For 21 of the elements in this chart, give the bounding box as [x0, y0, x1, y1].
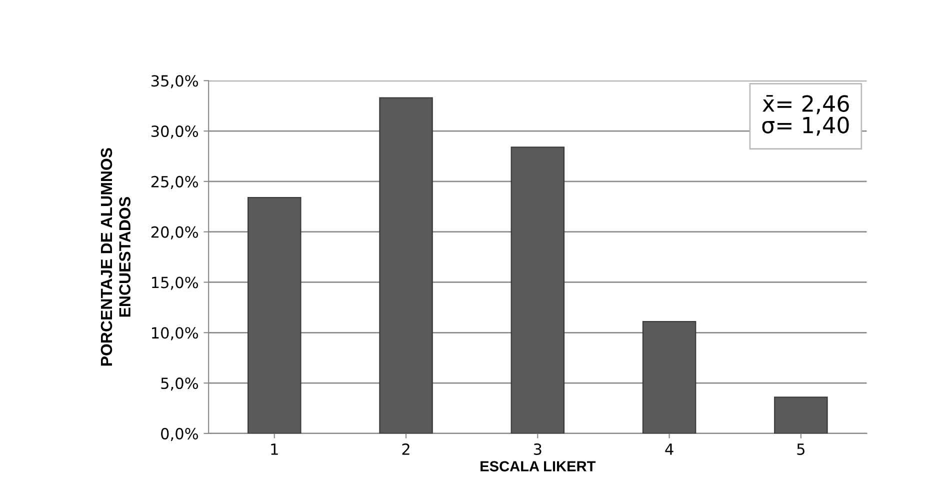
bar	[642, 320, 696, 434]
y-tick-label: 5,0%	[161, 378, 198, 391]
y-axis-title: PORCENTAJE DE ALUMNOS ENCUESTADOS	[100, 148, 130, 366]
bar	[510, 146, 565, 434]
y-tick-label: 15,0%	[152, 276, 198, 290]
bar	[248, 197, 302, 434]
y-tick-label: 35,0%	[151, 75, 198, 88]
x-axis-title: ESCALA LIKERT	[480, 461, 596, 472]
y-tick-label: 30,0%	[151, 126, 198, 139]
x-tick-label: 4	[665, 444, 674, 455]
annotation: x̄= 2,46 σ= 1,40	[762, 95, 849, 136]
x-tick-label: 5	[797, 444, 804, 455]
y-tick-label: 10,0%	[152, 327, 198, 340]
x-tick-label: 3	[534, 443, 542, 455]
bar	[774, 396, 828, 434]
y-tick-label: 20,0%	[151, 226, 198, 240]
y-tick-label: 0,0%	[161, 428, 198, 442]
y-tick-label: 25,0%	[151, 176, 198, 190]
x-tick-label: 1	[271, 444, 278, 455]
x-tick-label: 2	[402, 443, 410, 455]
bar	[379, 97, 433, 434]
